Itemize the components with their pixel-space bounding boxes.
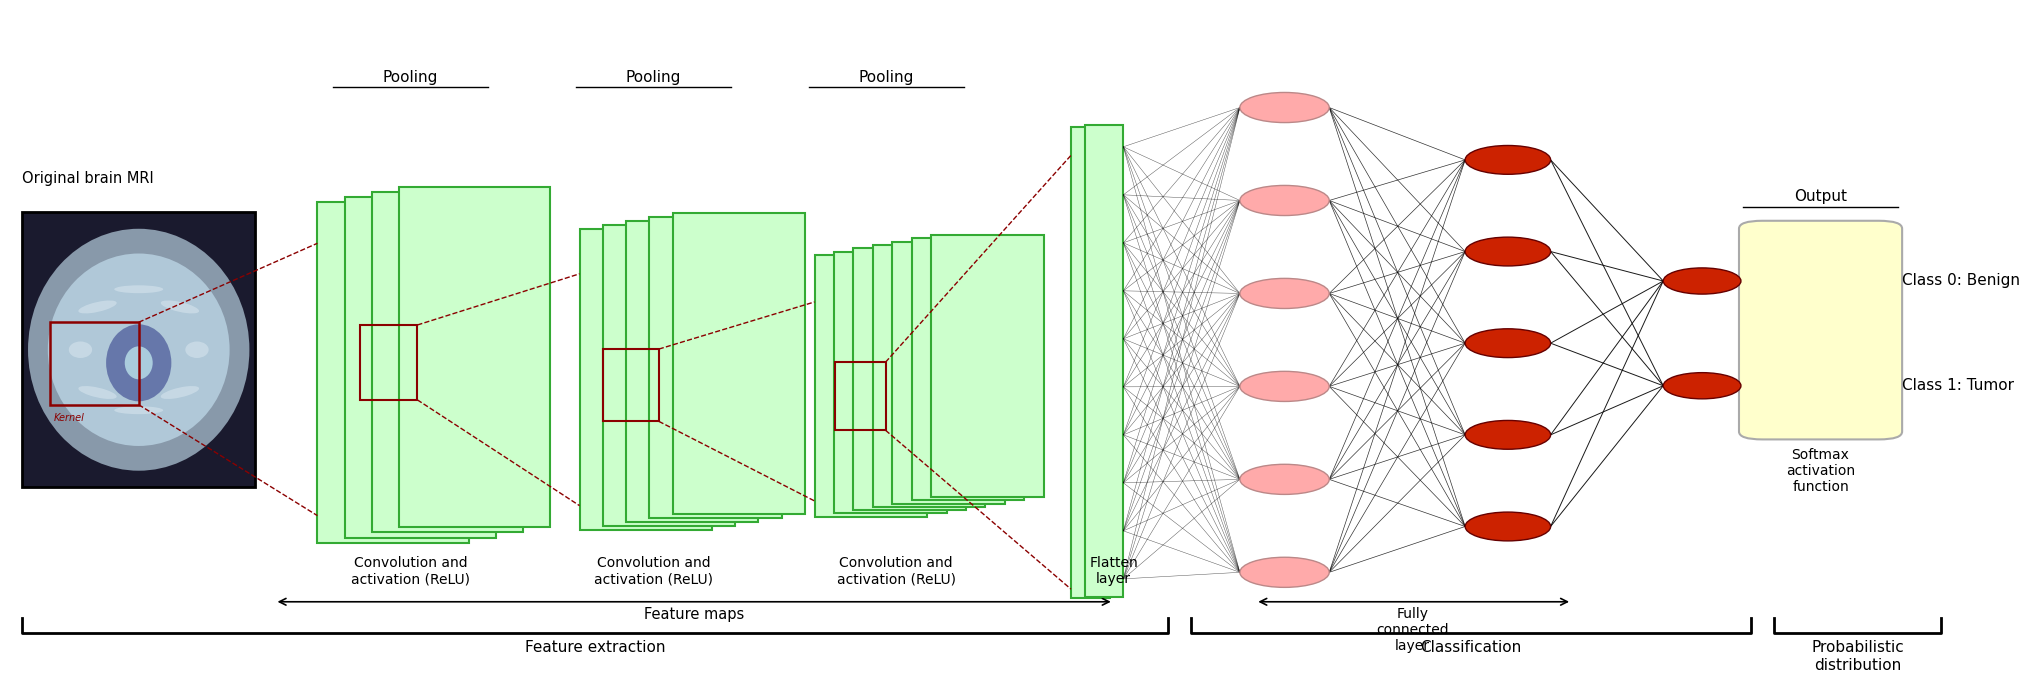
Text: Convolution and
activation (ReLU): Convolution and activation (ReLU) (836, 556, 956, 586)
Ellipse shape (69, 342, 91, 358)
Circle shape (1464, 329, 1549, 358)
Circle shape (1238, 464, 1328, 494)
Ellipse shape (49, 253, 229, 446)
FancyBboxPatch shape (672, 213, 804, 514)
Text: Probabilistic
distribution: Probabilistic distribution (1811, 640, 1902, 673)
FancyBboxPatch shape (834, 251, 946, 513)
FancyBboxPatch shape (853, 249, 966, 510)
Ellipse shape (160, 301, 199, 314)
FancyBboxPatch shape (873, 245, 985, 507)
Circle shape (1238, 557, 1328, 587)
Text: Pooling: Pooling (625, 70, 680, 85)
FancyBboxPatch shape (891, 242, 1005, 504)
FancyBboxPatch shape (1738, 221, 1902, 439)
FancyBboxPatch shape (930, 235, 1043, 497)
Text: Classification: Classification (1419, 640, 1520, 655)
Text: Feature maps: Feature maps (644, 607, 743, 622)
FancyBboxPatch shape (317, 202, 469, 543)
FancyBboxPatch shape (814, 255, 928, 517)
FancyBboxPatch shape (345, 197, 495, 538)
FancyBboxPatch shape (398, 187, 550, 527)
FancyBboxPatch shape (579, 229, 710, 530)
Text: Original brain MRI: Original brain MRI (22, 171, 154, 186)
Text: Kernel: Kernel (55, 413, 85, 423)
Circle shape (1464, 420, 1549, 449)
Text: Softmax
activation
function: Softmax activation function (1784, 448, 1853, 494)
Text: Pooling: Pooling (384, 70, 438, 85)
Text: Pooling: Pooling (859, 70, 914, 85)
Circle shape (1464, 237, 1549, 266)
Text: Flatten
layer: Flatten layer (1088, 556, 1137, 586)
Circle shape (1238, 371, 1328, 401)
Circle shape (1464, 512, 1549, 541)
Ellipse shape (28, 229, 250, 471)
Text: Output: Output (1792, 189, 1845, 204)
FancyBboxPatch shape (603, 225, 735, 526)
Ellipse shape (114, 406, 162, 414)
Circle shape (1238, 278, 1328, 308)
Ellipse shape (79, 386, 116, 399)
Text: Fully
connected
layer: Fully connected layer (1376, 607, 1447, 653)
Ellipse shape (114, 285, 162, 293)
Circle shape (1238, 92, 1328, 123)
Text: Convolution and
activation (ReLU): Convolution and activation (ReLU) (351, 556, 469, 586)
Ellipse shape (79, 301, 116, 314)
FancyBboxPatch shape (22, 213, 256, 488)
Text: Feature extraction: Feature extraction (524, 640, 666, 655)
Ellipse shape (160, 386, 199, 399)
Circle shape (1464, 145, 1549, 175)
Ellipse shape (124, 346, 152, 380)
Text: Class 1: Tumor: Class 1: Tumor (1902, 378, 2014, 393)
FancyBboxPatch shape (1084, 125, 1123, 597)
FancyBboxPatch shape (911, 238, 1023, 500)
FancyBboxPatch shape (650, 217, 782, 518)
Circle shape (1238, 185, 1328, 215)
FancyBboxPatch shape (625, 221, 757, 522)
FancyBboxPatch shape (371, 192, 524, 532)
Text: Convolution and
activation (ReLU): Convolution and activation (ReLU) (593, 556, 713, 586)
Ellipse shape (106, 325, 171, 401)
Text: Class 0: Benign: Class 0: Benign (1902, 274, 2020, 289)
FancyBboxPatch shape (1070, 127, 1108, 598)
Circle shape (1663, 268, 1740, 294)
Ellipse shape (185, 342, 209, 358)
Circle shape (1663, 373, 1740, 399)
